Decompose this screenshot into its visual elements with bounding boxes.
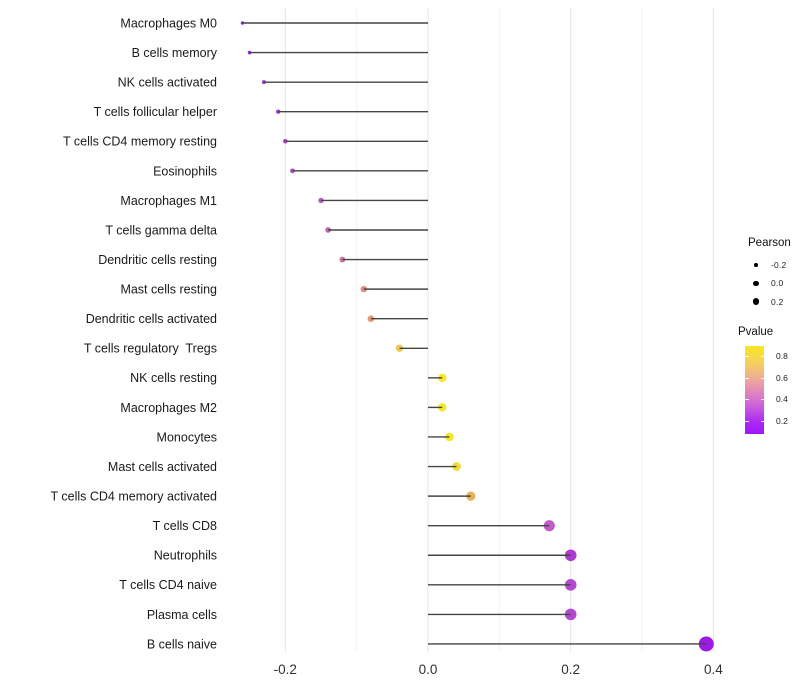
legend-size-entry: 0.0 [737,274,799,292]
category-label: Dendritic cells activated [86,312,217,326]
legend-size-key [749,258,763,272]
lollipop-row: Monocytes [157,430,454,444]
category-label: Eosinophils [153,164,217,178]
legend-pearson-entries: -0.2 0.0 0.2 [737,256,799,311]
legend-pvalue-tick-label: 0.6 [776,372,788,383]
legend-pvalue-tick-label: 0.4 [776,394,788,404]
legend-size-entry: 0.2 [737,293,799,311]
data-point [360,285,368,293]
category-label: T cells follicular helper [94,105,217,119]
lollipop-row: Macrophages M2 [120,401,447,415]
legend-pvalue-tick-mark [745,377,749,379]
lollipop-row: Eosinophils [153,164,428,178]
legend-pvalue: Pvalue 0.8 0.6 0.4 0.2 [737,326,799,434]
legend-size-label: 0.0 [771,278,784,289]
legend-pvalue-tick-mark [760,377,764,379]
x-tick-label: 0.0 [419,662,438,677]
legend-pvalue-tick-mark [760,420,764,422]
category-label: Mast cells resting [120,283,217,297]
category-label: B cells memory [132,46,218,60]
legend-size-dot-icon [753,280,759,287]
data-point [438,373,447,383]
pvalue-gradient-bar [745,346,764,434]
lollipop-row: Mast cells resting [120,283,428,297]
category-label: NK cells activated [118,76,217,90]
category-label: T cells gamma delta [105,223,217,237]
legend-size-dot-icon [754,263,758,267]
category-label: Macrophages M1 [120,194,217,208]
legend-pvalue-tick-mark [760,399,764,400]
lollipop-row: Macrophages M1 [120,194,428,208]
legend-pvalue-tick-mark [745,356,749,357]
legend-pearson: Pearson -0.2 0.0 0.2 [737,237,799,311]
lollipop-row: T cells CD4 naive [119,578,577,592]
x-tick-label: -0.2 [274,662,297,677]
data-point [395,344,404,352]
lollipop-row: Macrophages M0 [120,16,428,30]
legend-size-key [749,276,763,290]
category-label: Macrophages M2 [120,401,217,415]
lollipop-row: Dendritic cells resting [98,253,428,267]
category-label: T cells CD4 memory activated [51,490,218,504]
legend-pvalue-tick-label: 0.8 [776,351,788,361]
pvalue-gradient-wrap: 0.8 0.6 0.4 0.2 [745,346,788,434]
lollipop-row: B cells memory [132,46,428,60]
category-label: T cells CD4 memory resting [63,135,217,149]
legend-pearson-title: Pearson [748,237,791,249]
legend-pvalue-title: Pvalue [738,326,774,338]
category-label: Neutrophils [154,549,217,563]
data-point [367,315,375,323]
lollipop-row: T cells CD8 [153,519,555,533]
category-label: Macrophages M0 [120,16,217,30]
category-label: Monocytes [157,430,217,444]
legend-size-entry: -0.2 [737,256,799,274]
data-point [438,403,447,412]
legend-size-label: 0.2 [771,296,784,307]
legend-size-dot-icon [752,298,760,305]
legend-pvalue-tick-mark [745,399,749,400]
category-label: Mast cells activated [108,460,217,474]
lollipop-row: T cells follicular helper [94,105,428,119]
category-label: Dendritic cells resting [98,253,217,267]
lollipop-row: T cells CD4 memory resting [63,135,428,149]
lollipop-row: Mast cells activated [108,460,461,474]
lollipop-row: NK cells activated [118,76,428,90]
legend-pvalue-tick-mark [760,356,764,357]
lollipop-row: T cells regulatory Tregs [84,342,428,356]
legend-size-label: -0.2 [771,260,787,271]
lollipop-row: T cells CD4 memory activated [51,490,476,504]
lollipop-row: B cells naive [147,636,714,652]
lollipop-row: Plasma cells [147,608,577,622]
category-label: T cells CD8 [153,519,217,533]
pvalue-gradient-ticks: 0.8 0.6 0.4 0.2 [745,346,788,434]
category-label: T cells CD4 naive [119,578,217,592]
legend-pvalue-tick-label: 0.2 [776,415,788,426]
lollipop-row: T cells gamma delta [105,223,428,237]
category-label: T cells regulatory Tregs [84,342,217,356]
category-label: NK cells resting [130,371,217,385]
lollipop-row: Dendritic cells activated [86,312,428,326]
legend-size-key [749,295,763,309]
legend-pvalue-tick-mark [745,420,749,422]
category-label: Plasma cells [147,608,217,622]
data-point [445,432,454,442]
x-tick-label: 0.2 [561,662,580,677]
data-point [452,462,461,471]
category-label: B cells naive [147,637,217,651]
lollipop-row: Neutrophils [154,549,577,563]
x-tick-label: 0.4 [704,662,723,677]
lollipop-row: NK cells resting [130,371,447,385]
